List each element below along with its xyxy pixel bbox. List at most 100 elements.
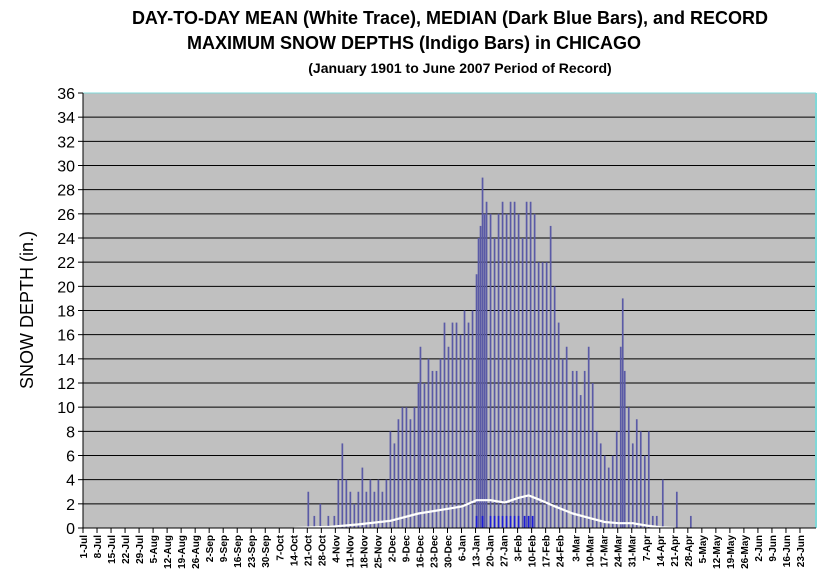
x-tick-label-13-Jan: 13-Jan	[472, 535, 483, 567]
record-bar-9-Nov	[345, 479, 348, 528]
x-tick-label-23-Sep: 23-Sep	[247, 535, 258, 568]
record-bar-7-Jan	[463, 310, 466, 528]
record-bar-23-Nov	[373, 491, 376, 528]
record-bar-8-Apr	[647, 431, 650, 528]
record-bar-3-Nov	[333, 515, 336, 528]
chart-subtitle: (January 1901 to June 2007 Period of Rec…	[308, 60, 612, 76]
x-tick-label-15-Jul: 15-Jul	[107, 535, 118, 564]
x-tick-label-6-Jan: 6-Jan	[458, 535, 469, 561]
y-tick-label-12: 12	[57, 376, 75, 393]
record-bar-17-Jan	[483, 213, 486, 529]
record-bar-17-Mar	[603, 455, 606, 528]
record-bar-25-Nov	[377, 479, 380, 528]
x-tick-label-16-Jun: 16-Jun	[782, 535, 793, 567]
x-tick-label-7-Apr: 7-Apr	[642, 535, 653, 561]
record-bar-28-Jan	[505, 213, 508, 529]
x-tick-label-21-Oct: 21-Oct	[303, 534, 314, 566]
record-bar-13-Dec	[413, 407, 416, 528]
record-bar-25-Mar	[619, 346, 622, 528]
record-bar-19-Nov	[365, 491, 368, 528]
median-bars	[475, 515, 534, 528]
record-bar-20-Jan	[489, 213, 492, 529]
record-bar-16-Jan	[481, 177, 484, 529]
record-bar-3-Mar	[575, 370, 578, 528]
record-bar-23-Mar	[615, 431, 618, 528]
y-tick-label-24: 24	[57, 231, 75, 248]
mean-trace-line	[294, 494, 675, 530]
x-tick-label-11-Nov: 11-Nov	[345, 535, 356, 568]
record-bar-2-Apr	[635, 419, 638, 528]
record-bar-15-Jan	[479, 225, 482, 528]
mean-trace	[294, 494, 675, 530]
x-tick-label-25-Nov: 25-Nov	[373, 535, 384, 569]
y-tick-label-32: 32	[57, 134, 75, 151]
x-tick-label-10-Feb: 10-Feb	[528, 535, 539, 567]
record-bar-26-Mar	[621, 298, 624, 528]
x-tick-label-23-Dec: 23-Dec	[429, 535, 440, 568]
y-tick-label-16: 16	[57, 328, 75, 345]
x-tick-label-19-Aug: 19-Aug	[177, 535, 188, 569]
x-tick-label-12-May: 12-May	[712, 535, 723, 569]
record-bar-15-Apr	[661, 479, 664, 528]
record-bar-15-Dec	[417, 383, 420, 528]
y-tick-label-0: 0	[66, 521, 75, 538]
chart-title-line1: DAY-TO-DAY MEAN (White Trace), MEDIAN (D…	[131, 8, 769, 28]
x-tick-label-14-Apr: 14-Apr	[656, 535, 667, 567]
record-bar-13-Mar	[595, 431, 598, 528]
record-bar-3-Feb	[517, 213, 520, 529]
x-tick-label-3-Mar: 3-Mar	[572, 535, 583, 562]
record-bar-18-Jan	[485, 201, 488, 528]
x-tick-label-30-Sep: 30-Sep	[261, 535, 272, 568]
record-bar-18-Dec	[423, 383, 426, 528]
x-tick-label-20-Jan: 20-Jan	[486, 535, 497, 567]
y-tick-label-8: 8	[66, 424, 75, 441]
y-tick-label-22: 22	[57, 255, 75, 272]
record-bar-7-Nov	[341, 443, 344, 528]
record-bar-27-Mar	[623, 370, 626, 528]
y-tick-label-2: 2	[66, 497, 75, 514]
x-axis-ticks: 1-Jul 8-Jul 15-Jul 22-Jul 29-Jul 5-Aug 12-Aug 1…	[79, 528, 807, 569]
median-bar-28-Jan	[505, 515, 508, 528]
x-tick-label-9-Sep: 9-Sep	[219, 535, 230, 562]
record-bar-3-Dec	[393, 443, 396, 528]
record-bar-11-Nov	[349, 491, 352, 528]
median-bar-24-Jan	[497, 515, 500, 528]
record-bar-15-Nov	[357, 491, 360, 528]
record-bar-15-Mar	[599, 443, 602, 528]
median-bar-8-Feb	[527, 515, 530, 528]
record-bar-26-Jan	[501, 201, 504, 528]
x-tick-label-8-Jul: 8-Jul	[93, 535, 104, 559]
record-bar-7-Feb	[525, 201, 528, 528]
x-tick-label-22-Jul: 22-Jul	[121, 535, 132, 564]
grid-lines	[83, 116, 816, 505]
record-bar-5-Mar	[579, 395, 582, 528]
record-bar-19-Feb	[549, 225, 552, 528]
y-tick-label-36: 36	[57, 86, 75, 103]
record-bar-9-Mar	[587, 346, 590, 528]
x-tick-label-5-May: 5-May	[698, 535, 709, 564]
record-bar-29-Nov	[385, 479, 388, 528]
x-tick-label-5-Aug: 5-Aug	[149, 535, 160, 563]
record-bar-11-Jan	[471, 310, 474, 528]
record-bar-27-Oct	[319, 503, 322, 528]
record-bar-21-Mar	[611, 455, 614, 528]
chart-title-line2: MAXIMUM SNOW DEPTHS (Indigo Bars) in CHI…	[187, 33, 641, 53]
median-bar-20-Jan	[489, 515, 492, 528]
x-tick-label-16-Dec: 16-Dec	[415, 535, 426, 568]
record-bar-11-Dec	[409, 419, 412, 528]
record-bar-5-Nov	[337, 479, 340, 528]
record-bar-7-Dec	[401, 407, 404, 528]
record-bar-9-Feb	[529, 201, 532, 528]
record-bar-29-Apr	[689, 515, 692, 528]
record-bar-22-Jan	[493, 238, 496, 528]
x-tick-label-28-Oct: 28-Oct	[317, 534, 328, 566]
x-tick-label-19-May: 19-May	[726, 535, 737, 569]
median-bar-13-Jan	[475, 515, 478, 528]
record-bar-27-Feb	[565, 346, 568, 528]
record-bar-28-Dec	[443, 322, 446, 528]
record-bar-24-Dec	[435, 370, 438, 528]
median-bar-16-Jan	[481, 515, 484, 528]
x-tick-label-2-Dec: 2-Dec	[387, 535, 398, 563]
x-tick-label-4-Nov: 4-Nov	[331, 535, 342, 563]
record-bar-1-Feb	[513, 201, 516, 528]
